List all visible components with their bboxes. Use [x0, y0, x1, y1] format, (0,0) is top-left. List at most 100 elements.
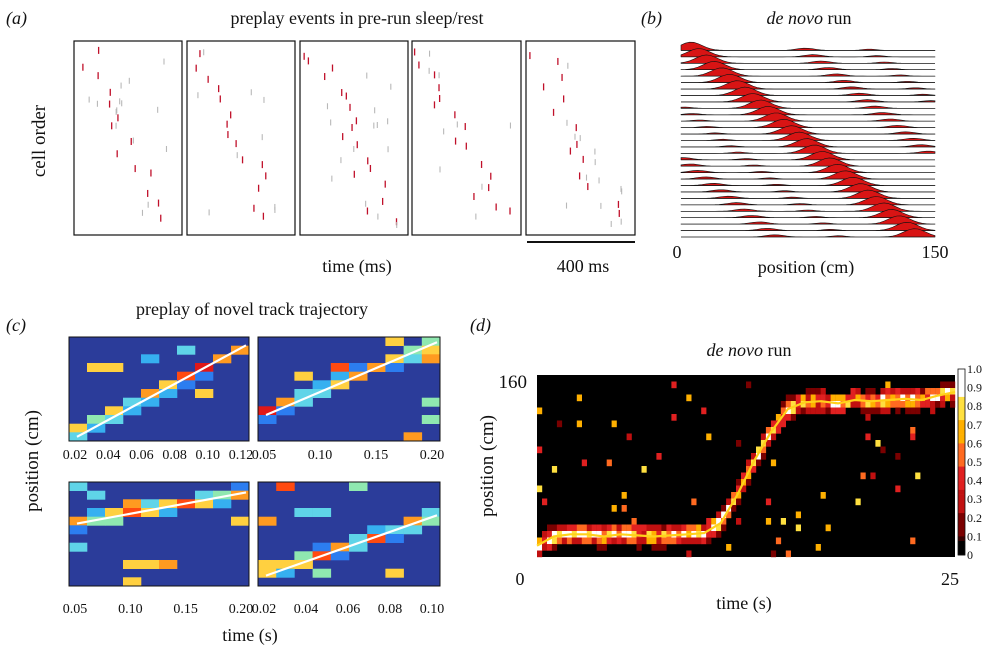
heat-cell — [925, 388, 931, 395]
colorbar-step — [958, 462, 965, 467]
heat-cell — [721, 524, 727, 532]
heat-cell — [537, 544, 543, 551]
heat-cell — [537, 550, 543, 558]
heat-cell — [276, 406, 295, 416]
xtick-label: 0.10 — [308, 448, 333, 463]
panel-d-title: de novo run — [707, 340, 792, 360]
xtick-label: 0.10 — [118, 602, 143, 617]
heat-cell — [330, 551, 350, 561]
heat-cell — [701, 407, 707, 415]
colorbar-step — [958, 373, 965, 379]
heat-cell — [537, 446, 543, 454]
colorbar-step — [958, 527, 965, 533]
heat-cell — [312, 542, 332, 552]
heat-cell — [258, 560, 277, 569]
heat-cell — [656, 524, 662, 532]
heat-cell — [586, 524, 592, 532]
heat-cell — [681, 537, 687, 545]
heat-cell — [661, 537, 667, 545]
heat-cell — [820, 401, 826, 408]
heat-cell — [621, 505, 627, 512]
heat-cell — [581, 537, 587, 545]
heat-cell — [69, 482, 88, 491]
heat-cell — [547, 524, 553, 532]
heat-cell — [775, 414, 782, 421]
heat-cell — [403, 516, 423, 526]
heat-cell — [676, 537, 682, 545]
heat-cell — [835, 407, 841, 415]
heat-cell — [785, 394, 791, 402]
heat-cell — [561, 537, 568, 545]
colorbar-step — [958, 443, 965, 449]
colorbar-step — [958, 508, 965, 514]
heat-cell — [920, 401, 926, 408]
xtick-label: 0.08 — [162, 448, 187, 463]
panel-d-xlabel: time (s) — [716, 593, 772, 614]
heat-cell — [556, 531, 563, 538]
preplay-event-3 — [299, 40, 409, 236]
heat-cell — [840, 401, 846, 408]
colorbar-step — [958, 382, 965, 388]
heat-cell — [611, 420, 617, 428]
heat-cell — [141, 354, 160, 364]
heat-cell — [895, 485, 901, 493]
heat-cell — [626, 524, 632, 532]
heat-cell — [561, 524, 568, 532]
colorbar-step — [958, 480, 965, 486]
heat-cell — [276, 568, 295, 578]
heat-cell — [666, 531, 672, 538]
colorbar-step — [958, 522, 965, 528]
colorbar-frame — [957, 368, 966, 556]
xtick-label: 0.15 — [364, 448, 389, 463]
heat-cell — [656, 537, 662, 545]
panel-d-ylabel: position (cm) — [477, 415, 498, 517]
colorbar-tick-label: 0 — [967, 548, 973, 562]
heat-cell — [141, 508, 160, 517]
heat-cell — [865, 433, 871, 441]
heat-cell — [935, 401, 941, 408]
colorbar-step — [958, 485, 965, 491]
heat-cell — [751, 466, 757, 473]
heat-cell — [945, 388, 951, 395]
heat-cell — [641, 524, 647, 532]
heat-cell — [790, 407, 796, 415]
panel-c-title: preplay of novel track trajectory — [136, 299, 368, 319]
preplay-event-2 — [186, 40, 296, 236]
heat-cell — [312, 568, 332, 578]
heat-cell — [915, 401, 921, 408]
heat-cell — [556, 524, 563, 532]
heat-cell — [835, 394, 841, 402]
heat-cell — [875, 401, 881, 408]
heat-cell — [646, 537, 652, 545]
heat-cell — [790, 401, 796, 408]
heat-cell — [795, 394, 801, 402]
heat-cell — [616, 524, 622, 532]
colorbar: 1.0 0.9 0.8 0.7 0.6 0.5 0.4 0.3 0.2 0.1 0 — [957, 362, 982, 562]
heat-cell — [403, 345, 423, 355]
heat-cell — [875, 440, 881, 447]
heat-cell — [855, 388, 861, 395]
place-field-cell-10 — [680, 99, 936, 109]
heat-cell — [825, 524, 831, 532]
heat-cell — [576, 524, 582, 532]
heat-cell — [141, 389, 160, 398]
heat-cell — [845, 394, 851, 402]
heat-cell — [815, 388, 821, 395]
panel-c-letter: (c) — [6, 315, 26, 336]
heat-cell — [830, 401, 836, 408]
heat-cell — [775, 420, 782, 428]
heat-cell — [785, 407, 791, 415]
heat-cell — [920, 394, 926, 402]
heat-cell — [780, 414, 786, 421]
heat-cell — [641, 537, 647, 545]
heat-cell — [141, 397, 160, 407]
event-frame — [73, 40, 183, 236]
heat-cell — [258, 568, 277, 578]
heat-cell — [403, 354, 423, 364]
heat-cell — [596, 524, 602, 532]
heat-cell — [349, 534, 368, 543]
heat-cell — [686, 550, 692, 558]
heat-cell — [845, 401, 851, 408]
heat-cell — [258, 406, 277, 416]
heat-cell — [231, 490, 250, 500]
